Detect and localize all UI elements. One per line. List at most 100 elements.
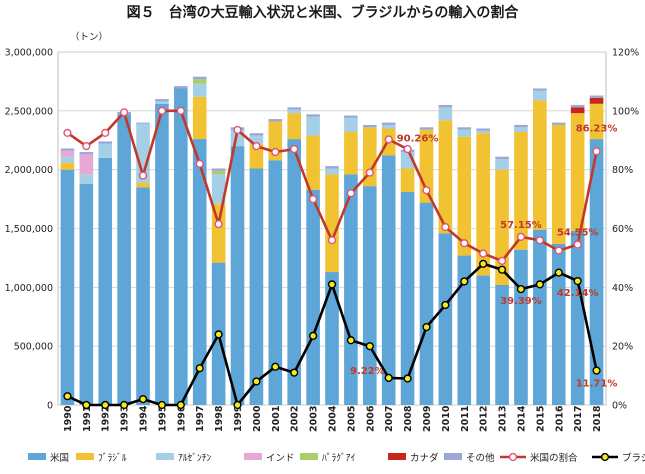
bar-segment (589, 95, 604, 98)
x-tick-label: 2009 (422, 406, 433, 432)
bar-segment (98, 157, 113, 405)
line-point (252, 377, 261, 386)
bar-segment (570, 107, 585, 114)
line-point (346, 189, 355, 198)
line-point (516, 232, 526, 241)
bar-segment (419, 202, 434, 405)
line-point (290, 368, 299, 377)
bar-segment (400, 168, 415, 193)
line-point (82, 142, 91, 151)
x-tick-label: 1994 (139, 405, 150, 432)
line-point (384, 135, 393, 144)
line-point (138, 171, 148, 180)
line-point (101, 400, 110, 410)
line-point (63, 128, 72, 137)
line-point (233, 125, 242, 135)
x-tick-label: 1991 (82, 406, 93, 432)
bar-segment (306, 116, 320, 136)
legend-swatch (300, 453, 318, 460)
x-tick-label: 1996 (176, 405, 187, 432)
legend-swatch (444, 453, 462, 460)
line-point (422, 322, 431, 332)
bar-segment (325, 166, 339, 169)
bar-segment (400, 192, 415, 405)
line-point (233, 400, 242, 410)
bar-segment (117, 114, 131, 405)
line-point (138, 395, 148, 404)
legend-swatch (244, 453, 262, 460)
bar-segment (174, 86, 188, 89)
bar-segment (230, 146, 245, 405)
line-point (403, 374, 412, 383)
line-point (497, 265, 507, 274)
bar-segment (287, 109, 302, 114)
legend-label: インド (266, 453, 295, 464)
bar-segment (249, 168, 264, 405)
line-point (592, 147, 601, 156)
bar-segment (155, 101, 169, 104)
x-tick-label: 2006 (365, 405, 376, 432)
bar-segment (476, 133, 490, 276)
legend-swatch (600, 452, 610, 462)
x-tick-label: 2014 (516, 405, 527, 432)
legend-label: 米国の割合 (530, 452, 578, 464)
line-point (214, 219, 223, 229)
bar-segment (570, 113, 585, 231)
line-point (82, 400, 91, 410)
bar-segment (155, 99, 169, 102)
legend-label: ﾊﾟﾗｸﾞｱｲ (322, 453, 356, 464)
x-tick-label: 2003 (309, 406, 320, 432)
bar-segment (192, 79, 207, 84)
bar-segment (60, 148, 75, 151)
bar-segment (514, 249, 528, 405)
data-label: 54.55% (557, 228, 599, 239)
x-tick-label: 2008 (403, 405, 414, 432)
x-tick-label: 1990 (63, 405, 74, 432)
bar-segment (306, 189, 320, 405)
bar-segment (381, 122, 396, 125)
bar-segment (438, 107, 453, 121)
line-point (63, 392, 72, 401)
bar-segment (211, 203, 226, 263)
x-tick-label: 2004 (328, 405, 339, 432)
line-point (176, 400, 185, 410)
bar-segment (249, 135, 264, 144)
line-point (365, 168, 374, 177)
bar-segment (514, 127, 528, 133)
bar-segment (192, 139, 207, 405)
data-label: 39.39% (500, 296, 542, 307)
bar-segment (551, 124, 566, 244)
bar-segment (533, 90, 547, 101)
legend-swatch (76, 453, 94, 460)
line-point (535, 280, 544, 289)
bar-segment (60, 150, 75, 157)
bar-segment (551, 122, 566, 125)
y2-tick-label: 40% (612, 283, 633, 294)
data-label: 42.14% (557, 288, 599, 299)
x-tick-label: 2012 (479, 406, 490, 432)
bar-segment (589, 139, 604, 405)
line-point (573, 276, 582, 286)
line-point (157, 400, 167, 410)
bar-segment (249, 133, 264, 136)
legend-label: ﾌﾞﾗｼﾞﾙ (98, 453, 127, 464)
line-point (157, 106, 167, 115)
data-label: 86.23% (576, 123, 618, 134)
data-label: 90.26% (397, 133, 439, 144)
bar-segment (344, 132, 358, 175)
bar-segment (570, 230, 585, 405)
bar-segment (306, 135, 320, 190)
line-point (195, 364, 204, 373)
line-point (460, 239, 469, 248)
x-tick-label: 2007 (384, 406, 395, 432)
bar-segment (287, 107, 302, 110)
bar-segment (211, 170, 226, 175)
bar-segment (438, 120, 453, 234)
bar-segment (514, 132, 528, 250)
line-point (460, 277, 469, 286)
bar-segment (344, 117, 358, 133)
line-point (441, 222, 450, 232)
bar-segment (174, 88, 188, 405)
x-tick-label: 2000 (252, 405, 263, 432)
